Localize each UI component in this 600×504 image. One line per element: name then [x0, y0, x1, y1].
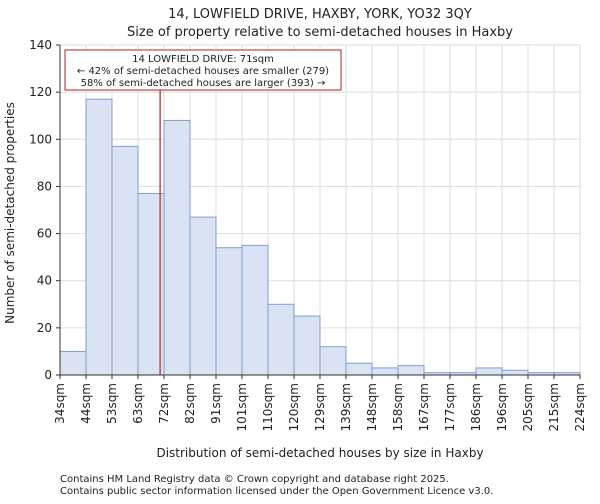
annotation-line3: 58% of semi-detached houses are larger (… — [81, 78, 326, 89]
bar — [189, 216, 217, 376]
x-tick-labels: 34sqm 44sqm 53sqm 63sqm 72sqm 82sqm 91sqm 101sq… — [53, 383, 587, 431]
footer-line1: Contains HM Land Registry data © Crown c… — [60, 474, 449, 485]
x-tick-label: 91sqm — [209, 383, 223, 424]
y-tick-label: 80 — [37, 179, 52, 193]
x-tick-label: 148sqm — [365, 383, 379, 431]
x-tick-label: 129sqm — [313, 383, 327, 431]
y-tick-label: 60 — [37, 227, 52, 241]
x-tick-label: 34sqm — [53, 383, 67, 424]
x-tick-label: 186sqm — [469, 383, 483, 431]
annotation-box: 14 LOWFIELD DRIVE: 71sqm ← 42% of semi-d… — [64, 49, 342, 91]
x-tick-label: 224sqm — [573, 383, 587, 431]
bar — [501, 369, 529, 376]
bar — [59, 350, 87, 376]
y-tick-label: 0 — [44, 368, 52, 382]
bar — [163, 119, 191, 376]
bar — [345, 362, 373, 376]
x-axis-label: Distribution of semi-detached houses by … — [156, 446, 483, 460]
y-axis-label: Number of semi-detached properties — [3, 102, 17, 324]
x-tick-label: 53sqm — [105, 383, 119, 424]
y-tick-label: 120 — [29, 85, 52, 99]
x-tick-label: 72sqm — [157, 383, 171, 424]
bar — [475, 367, 503, 376]
annotation-rect — [64, 49, 342, 91]
bar — [371, 367, 399, 376]
annotation-line2: ← 42% of semi-detached houses are smalle… — [77, 66, 329, 77]
annotation-line1: 14 LOWFIELD DRIVE: 71sqm — [132, 54, 274, 65]
x-tick-label: 205sqm — [521, 383, 535, 431]
bar — [111, 145, 139, 376]
bar — [85, 98, 113, 376]
y-tick-label: 40 — [37, 274, 52, 288]
x-tick-label: 158sqm — [391, 383, 405, 431]
x-tick-label: 215sqm — [547, 383, 561, 431]
x-tick-label: 44sqm — [79, 383, 93, 424]
x-tick-label: 110sqm — [261, 383, 275, 431]
bar — [397, 365, 425, 376]
x-tick-label: 101sqm — [235, 383, 249, 431]
bar — [241, 244, 269, 376]
x-tick-label: 177sqm — [443, 383, 457, 431]
axes-layer — [56, 44, 581, 379]
y-tick-labels: 0 20 40 60 80 100 120 140 — [29, 38, 52, 382]
x-tick-label: 63sqm — [131, 383, 145, 424]
y-tick-label: 140 — [29, 38, 52, 52]
bars-layer — [59, 98, 581, 376]
x-tick-label: 120sqm — [287, 383, 301, 431]
bar — [267, 303, 295, 376]
chart-title-line2: Size of property relative to semi-detach… — [127, 25, 513, 40]
bar — [215, 247, 243, 376]
chart-title-line1: 14, LOWFIELD DRIVE, HAXBY, YORK, YO32 3Q… — [168, 7, 472, 22]
x-tick-label: 82sqm — [183, 383, 197, 424]
footer-line2: Contains public sector information licen… — [60, 486, 493, 497]
x-tick-label: 167sqm — [417, 383, 431, 431]
x-tick-label: 196sqm — [495, 383, 509, 431]
bar — [319, 346, 347, 376]
y-tick-label: 20 — [37, 321, 52, 335]
x-tick-label: 139sqm — [339, 383, 353, 431]
bar — [293, 315, 321, 376]
y-tick-label: 100 — [29, 132, 52, 146]
